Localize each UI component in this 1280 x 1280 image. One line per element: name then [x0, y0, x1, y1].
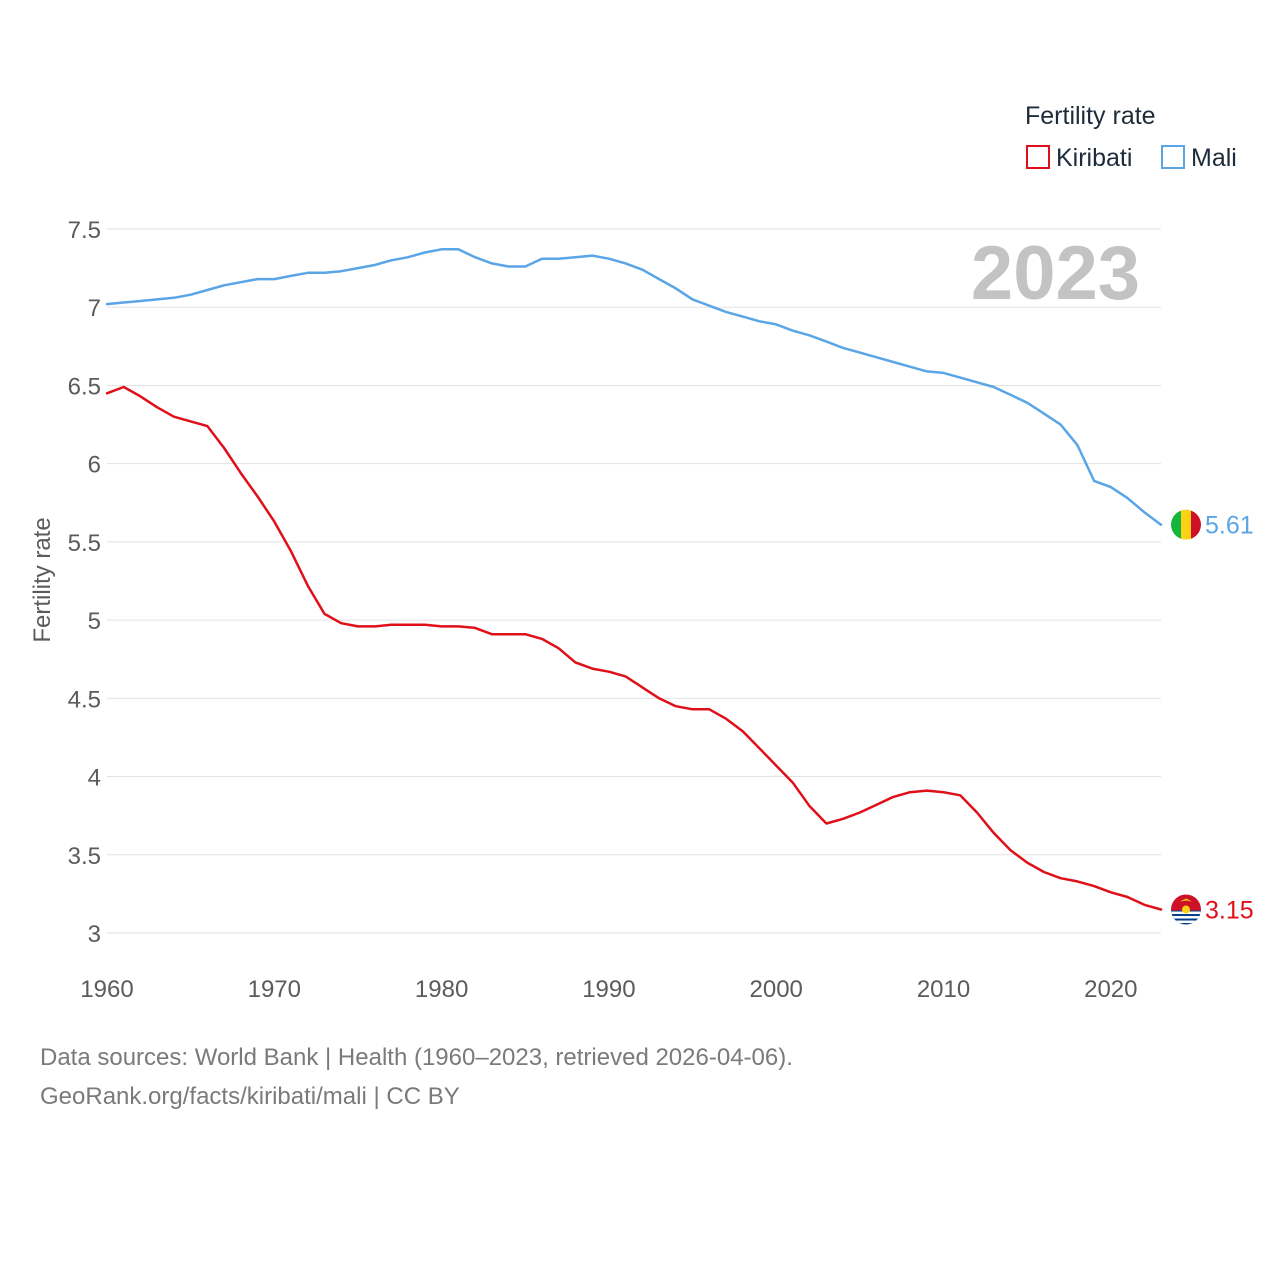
series-line-kiribati	[105, 385, 1163, 911]
x-tick-label: 1970	[248, 976, 301, 1003]
footer-source: Data sources: World Bank | Health (1960–…	[40, 1044, 793, 1071]
end-label-kiribati: 3.15	[1205, 897, 1254, 925]
legend-swatch-mali	[1161, 145, 1185, 169]
legend-item-kiribati[interactable]: Kiribati	[1026, 144, 1132, 172]
x-tick-label: 2020	[1084, 976, 1137, 1003]
series-lines	[105, 248, 1163, 911]
y-tick-label: 5	[88, 608, 101, 635]
y-tick-label: 6.5	[68, 373, 101, 400]
series-line-mali	[105, 248, 1163, 526]
y-tick-label: 6	[88, 452, 101, 479]
mali-flag-icon	[1171, 509, 1201, 540]
x-tick-label: 2010	[917, 976, 970, 1003]
year-label: 2023	[971, 231, 1140, 316]
footer-credit: GeoRank.org/facts/kiribati/mali | CC BY	[40, 1083, 460, 1110]
legend-label-mali: Mali	[1191, 144, 1237, 172]
legend-item-mali[interactable]: Mali	[1161, 144, 1237, 172]
x-axis-ticks: 1960 1970 1980 1990 2000 2010 2020	[80, 976, 1137, 1003]
end-labels: 3.15 5.61	[1205, 512, 1254, 925]
legend-label-kiribati: Kiribati	[1056, 144, 1132, 172]
y-tick-label: 3	[88, 921, 101, 948]
y-axis-title: Fertility rate	[29, 517, 56, 642]
legend: Fertility rate Kiribati Mali	[1025, 102, 1237, 172]
x-tick-label: 1960	[80, 976, 133, 1003]
kiribati-flag-icon	[1171, 894, 1201, 925]
y-tick-label: 3.5	[68, 843, 101, 870]
x-tick-label: 1980	[415, 976, 468, 1003]
legend-title: Fertility rate	[1025, 102, 1156, 130]
y-axis-ticks: 3 3.5 4 4.5 5 5.5 6 6.5 7 7.5	[68, 217, 101, 948]
y-tick-label: 7	[88, 295, 101, 322]
y-tick-label: 4.5	[68, 686, 101, 713]
y-tick-label: 7.5	[68, 217, 101, 244]
y-tick-label: 4	[88, 765, 101, 792]
legend-swatch-kiribati	[1026, 145, 1050, 169]
grid-lines	[107, 228, 1161, 934]
x-tick-label: 1990	[582, 976, 635, 1003]
end-label-mali: 5.61	[1205, 512, 1254, 540]
y-tick-label: 5.5	[68, 530, 101, 557]
x-tick-label: 2000	[750, 976, 803, 1003]
